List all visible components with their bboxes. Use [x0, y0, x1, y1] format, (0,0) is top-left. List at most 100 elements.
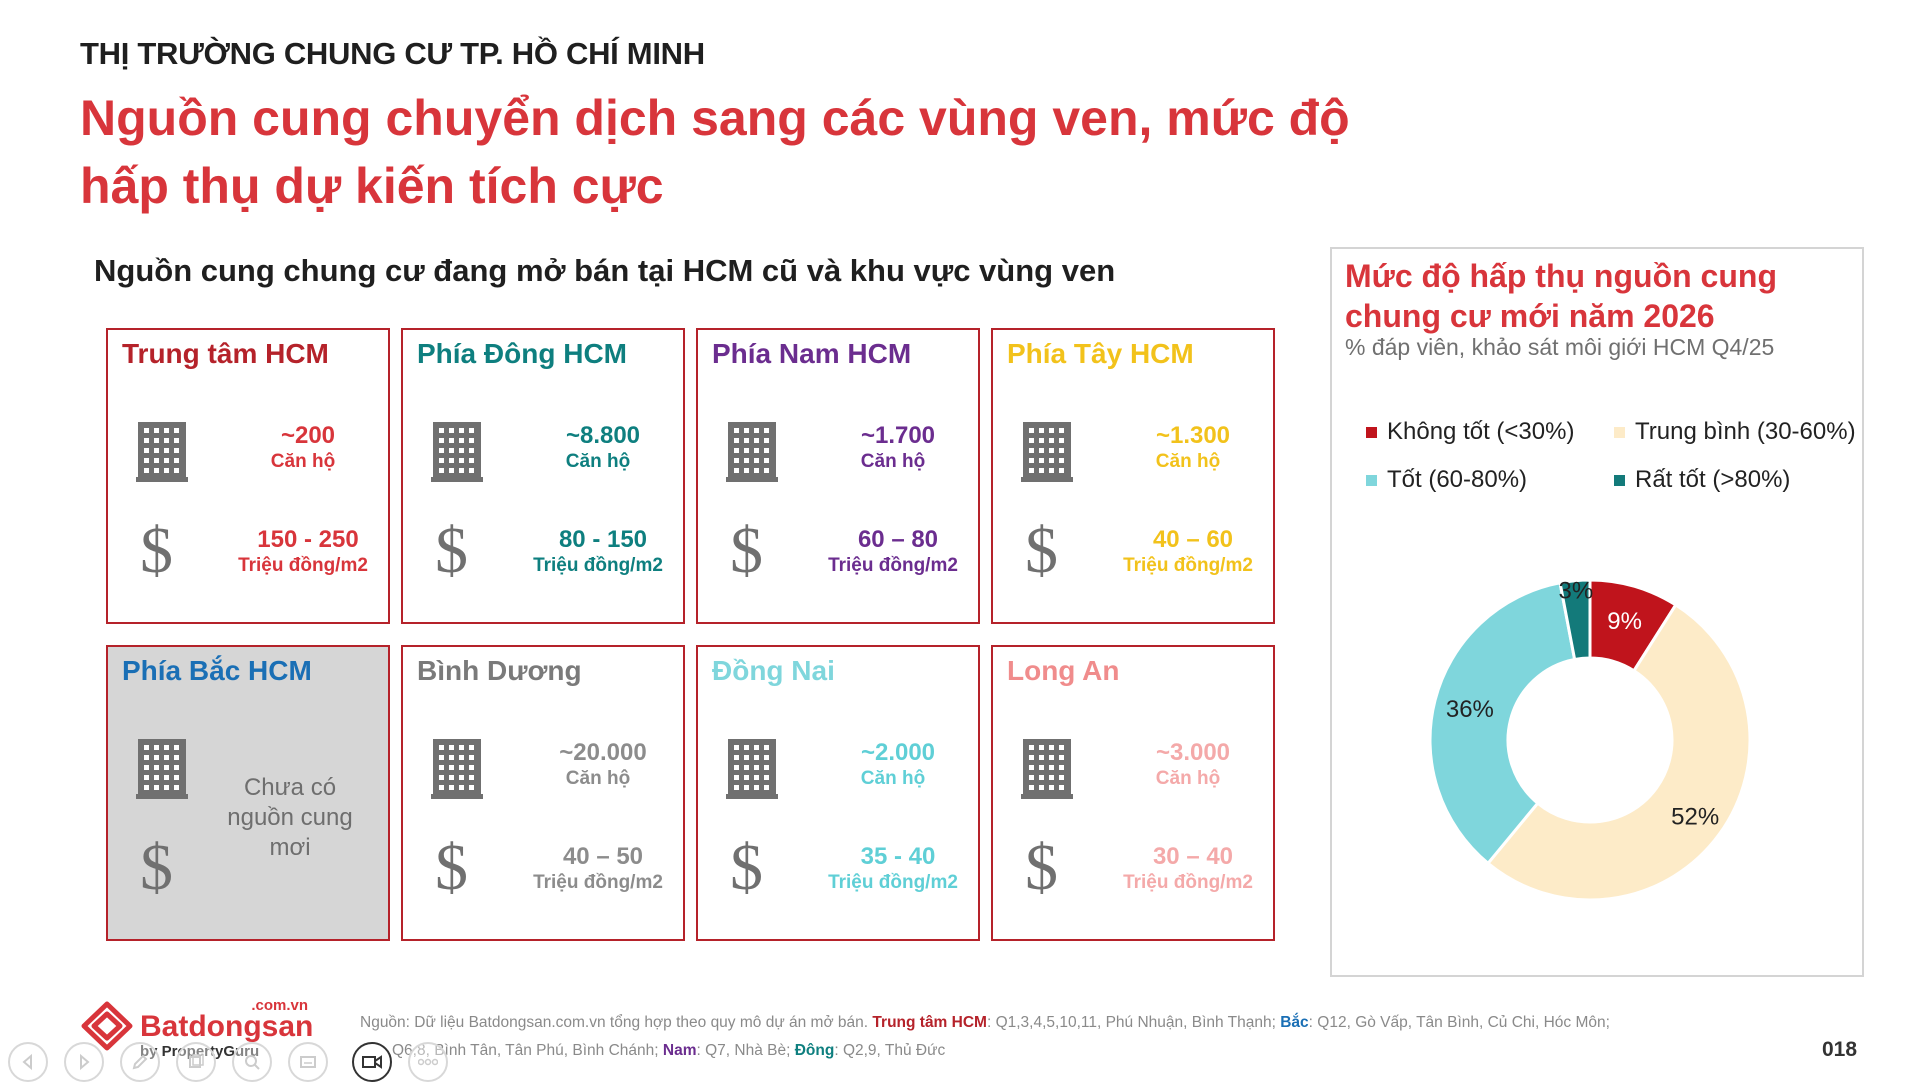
price-unit: Triệu đồng/m2 [238, 555, 368, 576]
region-name: Phía Bắc HCM [122, 655, 312, 686]
dollar-icon: $ [435, 831, 468, 904]
subtitles-button[interactable] [288, 1042, 328, 1082]
units-value: ~3.000 [1155, 739, 1231, 766]
price-value: 30 – 40 [1152, 843, 1234, 870]
source-prefix: Nguồn: Dữ liệu Batdongsan.com.vn tổng hợ… [360, 1014, 869, 1031]
building-icon [431, 422, 483, 482]
source-south-label: Nam [662, 1042, 697, 1059]
more-options-button[interactable] [408, 1042, 448, 1082]
source-center-text: : Q1,3,4,5,10,11, Phú Nhuận, Bình Thạnh; [986, 1014, 1276, 1031]
units-label: Căn hộ [270, 451, 336, 472]
price-unit: Triệu đồng/m2 [533, 872, 663, 893]
source-north-label: Bắc [1280, 1014, 1309, 1031]
price-value: 40 – 50 [562, 843, 644, 870]
region-name: Phía Tây HCM [1007, 338, 1194, 369]
camera-toggle-button[interactable] [352, 1042, 392, 1082]
building-icon [726, 422, 778, 482]
slice-label: 9% [1607, 608, 1642, 635]
units-label: Căn hộ [860, 451, 926, 472]
building-icon [431, 739, 483, 799]
dollar-icon: $ [140, 514, 173, 587]
region-card: Phía Đông HCM $ ~8.800 Căn hộ 80 - 150 Triệu … [401, 328, 685, 624]
legend-swatch [1614, 474, 1625, 486]
units-value: ~8.800 [565, 422, 641, 449]
legend-label: Trung bình (30-60%) [1635, 418, 1856, 445]
price-value: 40 – 60 [1152, 526, 1234, 553]
headline-line-1: Nguồn cung chuyển dịch sang các vùng ven… [80, 90, 1350, 146]
slice-label: 3% [1559, 578, 1594, 605]
legend-label: Không tốt (<30%) [1387, 418, 1575, 445]
donut-slice [1558, 578, 1592, 662]
units-label: Căn hộ [1155, 768, 1221, 789]
building-icon [726, 739, 778, 799]
building-graphic [136, 420, 188, 482]
next-slide-button[interactable] [64, 1042, 104, 1082]
source-east-label: Đông [794, 1042, 835, 1059]
source-center-label: Trung tâm HCM [872, 1014, 987, 1031]
dollar-icon: $ [730, 514, 763, 587]
chart-title: Mức độ hấp thụ nguồn cung chung cư mới n… [1345, 258, 1777, 334]
building-graphic [431, 737, 483, 799]
region-name: Bình Dương [417, 655, 582, 686]
source-note: Nguồn: Dữ liệu Batdongsan.com.vn tổng hợ… [360, 1009, 1660, 1065]
batdongsan-logo: .com.vn Batdongsan by PropertyGuru [81, 997, 313, 1060]
headline-line-2: hấp thụ dự kiến tích cực [80, 158, 664, 214]
pen-tool-button[interactable] [120, 1042, 160, 1082]
dollar-icon: $ [140, 831, 173, 904]
dollar-icon: $ [730, 831, 763, 904]
region-name: Trung tâm HCM [122, 338, 329, 369]
triangle-left-icon [22, 1053, 32, 1071]
units-label: Căn hộ [565, 768, 631, 789]
building-icon [136, 422, 188, 482]
all-slides-button[interactable] [176, 1042, 216, 1082]
logo-name: Batdongsan [140, 1010, 313, 1043]
donut-slice [1485, 602, 1752, 902]
building-graphic [726, 420, 778, 482]
region-card: Phía Nam HCM $ ~1.700 Căn hộ 60 – 80 Triệu đồ… [696, 328, 980, 624]
slides-grid-icon [189, 1054, 204, 1068]
source-east-text: : Q2,9, Thủ Đức [834, 1042, 946, 1059]
slice-label: 52% [1671, 803, 1719, 830]
legend-item: Trung bình (30-60%) [1614, 418, 1856, 446]
legend-item: Không tốt (<30%) [1366, 418, 1574, 446]
ellipsis-icon [418, 1058, 438, 1066]
region-card: Bình Dương $ ~20.000 Căn hộ 40 – 50 Triệu đồn… [401, 645, 685, 941]
previous-slide-button[interactable] [8, 1042, 48, 1082]
building-graphic [136, 737, 188, 799]
legend-label: Tốt (60-80%) [1387, 466, 1528, 493]
zoom-button[interactable] [232, 1042, 272, 1082]
units-value: ~1.300 [1155, 422, 1231, 449]
source-north-text: : Q12, Gò Vấp, Tân Bình, Củ Chi, Hóc Môn… [1308, 1014, 1610, 1031]
region-name: Long An [1007, 655, 1120, 686]
logo-house-icon [81, 1001, 133, 1051]
units-label: Căn hộ [1155, 451, 1221, 472]
subtitles-icon [300, 1056, 316, 1068]
price-value: 80 - 150 [558, 526, 648, 553]
price-value: 35 - 40 [860, 843, 936, 870]
building-graphic [431, 420, 483, 482]
region-card: Long An $ ~3.000 Căn hộ 30 – 40 Triệu đồng/m2 [991, 645, 1275, 941]
legend-swatch [1366, 426, 1377, 438]
price-value: 150 - 250 [257, 526, 359, 553]
section-title: Nguồn cung chung cư đang mở bán tại HCM … [94, 253, 1116, 288]
region-name: Phía Nam HCM [712, 338, 912, 369]
building-icon [1021, 422, 1073, 482]
page-number: 018 [1822, 1038, 1858, 1061]
dollar-icon: $ [435, 514, 468, 587]
video-camera-icon [362, 1055, 382, 1069]
units-value: ~20.000 [559, 739, 647, 766]
region-card: Phía Bắc HCM $ Chưa có nguồn cung mơi [106, 645, 390, 941]
legend-swatch [1366, 474, 1377, 486]
dollar-icon: $ [1025, 831, 1058, 904]
building-icon [1021, 739, 1073, 799]
slide-headline: Nguồn cung chuyển dịch sang các vùng ven… [80, 84, 1360, 220]
donut-slice [1428, 581, 1577, 866]
magnifier-icon [245, 1055, 260, 1070]
units-label: Căn hộ [565, 451, 631, 472]
chart-subtitle: % đáp viên, khảo sát môi giới HCM Q4/25 [1345, 334, 1775, 360]
slice-label: 36% [1446, 696, 1494, 723]
units-value: ~200 [280, 422, 336, 449]
legend-item: Rất tốt (>80%) [1614, 466, 1790, 494]
price-unit: Triệu đồng/m2 [1123, 872, 1253, 893]
triangle-right-icon [80, 1053, 90, 1071]
